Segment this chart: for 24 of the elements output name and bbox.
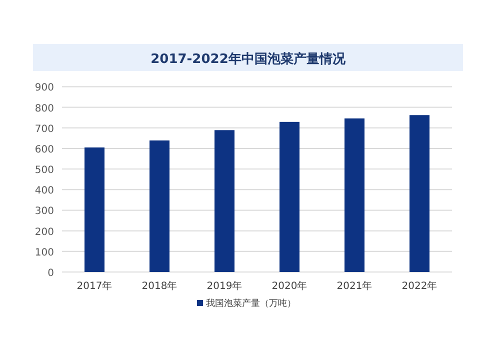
bar <box>344 118 364 272</box>
x-tick-label: 2017年 <box>76 280 112 292</box>
y-tick-label: 200 <box>34 226 54 238</box>
bar <box>280 122 300 272</box>
bar <box>150 140 170 272</box>
x-tick-label: 2019年 <box>206 280 242 292</box>
x-tick-label: 2022年 <box>402 280 438 292</box>
chart-title: 2017-2022年中国泡菜产量情况 <box>150 51 346 67</box>
y-tick-label: 500 <box>34 165 54 176</box>
y-tick-label: 300 <box>34 206 54 218</box>
x-tick-label: 2021年 <box>336 280 372 292</box>
x-tick-label: 2020年 <box>272 280 308 292</box>
y-tick-label: 600 <box>34 144 54 156</box>
y-tick-label: 700 <box>34 124 54 135</box>
bar <box>410 115 430 272</box>
bar <box>84 147 104 272</box>
y-tick-label: 400 <box>34 186 54 197</box>
y-tick-label: 100 <box>34 247 54 258</box>
bar <box>214 130 234 272</box>
y-tick-label: 800 <box>34 103 54 114</box>
x-tick-label: 2018年 <box>142 280 178 292</box>
legend-label: 我国泡菜产量（万吨） <box>206 298 296 309</box>
y-tick-label: 0 <box>48 268 54 279</box>
y-tick-label: 900 <box>34 82 54 94</box>
